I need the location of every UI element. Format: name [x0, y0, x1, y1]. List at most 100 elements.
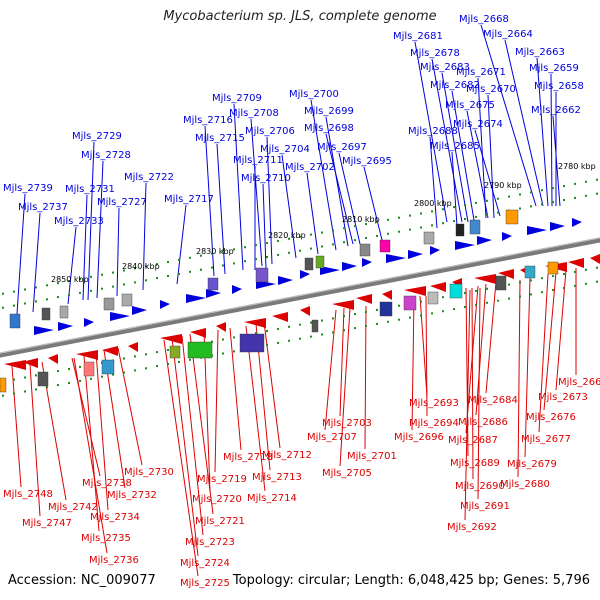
track-dot — [464, 306, 466, 308]
reverse-gene-arrow — [48, 354, 58, 364]
gene-block — [379, 239, 391, 253]
label-leader-line — [163, 339, 199, 577]
gene-block — [0, 377, 7, 393]
track-dot — [288, 237, 290, 240]
track-dot — [167, 261, 169, 263]
track-dot — [398, 230, 400, 233]
gene-label: Mjls_2698 — [304, 123, 354, 134]
forward-gene-arrow — [430, 246, 440, 255]
gene-label: Mjls_2690 — [455, 481, 505, 492]
track-dot — [244, 246, 246, 249]
gene-label: Mjls_2699 — [304, 106, 354, 117]
gene-label: Mjls_2701 — [347, 451, 397, 462]
gene-block — [495, 275, 507, 291]
track-dot — [90, 377, 92, 380]
gene-block — [455, 223, 465, 237]
track-dot — [57, 370, 59, 373]
gene-label: Mjls_2702 — [285, 162, 335, 173]
track-dot — [299, 337, 301, 340]
gene-label: Mjls_2688 — [408, 126, 458, 137]
gene-label: Mjls_2669 — [558, 377, 600, 388]
label-leader-line — [411, 297, 415, 431]
track-dot — [134, 281, 136, 284]
forward-gene-arrow — [256, 280, 276, 289]
forward-gene-arrow — [34, 326, 54, 335]
gene-label: Mjls_2686 — [458, 417, 508, 428]
track-dot — [266, 344, 268, 346]
forward-gene-arrow — [408, 250, 423, 259]
track-dot — [354, 327, 356, 330]
track-dot — [134, 369, 136, 372]
label-leader-line — [364, 305, 367, 450]
forward-gene-arrow — [386, 254, 406, 263]
gene-label: Mjls_2662 — [531, 105, 581, 116]
label-leader-line — [250, 118, 263, 267]
label-leader-line — [536, 57, 549, 207]
forward-gene-arrow — [132, 306, 147, 315]
reverse-gene-arrow — [216, 322, 226, 332]
track-dot — [442, 296, 444, 299]
track-dot — [35, 286, 37, 289]
track-dot — [453, 220, 455, 223]
gene-label: Mjls_2677 — [521, 434, 571, 445]
track-dot — [178, 272, 180, 275]
track-dot — [255, 244, 257, 247]
gene-block — [423, 231, 435, 245]
track-dot — [310, 233, 312, 236]
track-dot — [541, 203, 543, 206]
track-dot — [552, 187, 554, 190]
track-dot — [376, 220, 378, 223]
label-leader-line — [425, 295, 428, 417]
track-dot — [563, 273, 565, 275]
track-dot — [354, 239, 356, 242]
reverse-gene-arrow — [128, 342, 138, 352]
label-leader-line — [96, 160, 104, 299]
label-leader-line — [306, 172, 319, 255]
track-dot — [112, 271, 114, 274]
track-dot — [563, 199, 565, 201]
label-leader-line — [517, 279, 521, 478]
track-dot — [497, 211, 499, 214]
reverse-gene-arrow — [22, 358, 38, 368]
track-dot — [156, 351, 158, 354]
track-dot — [211, 340, 213, 343]
forward-gene-arrow — [342, 262, 357, 271]
gene-label: Mjls_2728 — [81, 150, 131, 161]
track-dot — [156, 365, 158, 368]
track-dot — [13, 290, 15, 293]
label-leader-line — [475, 283, 487, 416]
gene-label: Mjls_2725 — [180, 578, 230, 589]
gene-block — [505, 209, 519, 225]
gene-label: Mjls_2679 — [507, 459, 557, 470]
gene-label: Mjls_2694 — [409, 418, 459, 429]
track-dot — [585, 282, 587, 285]
gene-block — [524, 265, 536, 279]
label-leader-line — [552, 115, 561, 207]
gene-label: Mjls_2678 — [410, 48, 460, 59]
label-leader-line — [214, 329, 219, 473]
gene-block — [187, 341, 213, 359]
track-dot — [156, 263, 158, 266]
track-dot — [508, 283, 510, 286]
reverse-gene-arrow — [382, 290, 392, 300]
track-dot — [552, 201, 554, 204]
gene-block — [103, 297, 115, 311]
label-leader-line — [338, 152, 361, 245]
gene-block — [101, 359, 115, 375]
track-dot — [233, 262, 235, 265]
track-dot — [68, 280, 70, 282]
track-dot — [332, 243, 334, 246]
gene-label: Mjls_2708 — [229, 108, 279, 119]
track-dot — [321, 231, 323, 234]
kbp-tick-label: 2800 kbp — [414, 199, 452, 208]
track-dot — [475, 289, 477, 292]
label-leader-line — [477, 287, 481, 500]
label-leader-line — [262, 183, 267, 269]
gene-block — [207, 277, 219, 291]
gene-block — [9, 313, 21, 329]
gene-label: Mjls_2674 — [453, 119, 503, 130]
kbp-tick-label: 2810 kbp — [342, 215, 380, 224]
track-dot — [420, 212, 422, 215]
track-dot — [2, 394, 4, 397]
reverse-gene-arrow — [498, 269, 514, 279]
